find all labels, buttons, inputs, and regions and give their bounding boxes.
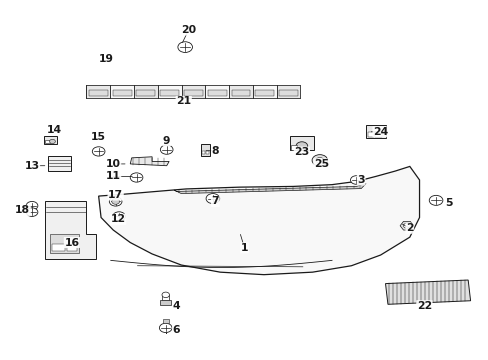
Bar xyxy=(205,151,208,154)
Bar xyxy=(48,156,71,171)
Text: 3: 3 xyxy=(357,175,364,185)
Bar xyxy=(160,90,179,96)
Text: 24: 24 xyxy=(372,127,387,137)
Text: 18: 18 xyxy=(15,205,30,215)
Text: 25: 25 xyxy=(313,159,328,169)
Circle shape xyxy=(311,155,327,166)
Text: 8: 8 xyxy=(211,146,219,156)
Bar xyxy=(207,90,226,96)
Text: 21: 21 xyxy=(176,96,191,107)
Polygon shape xyxy=(45,202,96,258)
Polygon shape xyxy=(385,280,469,304)
Text: 14: 14 xyxy=(46,125,61,135)
Bar xyxy=(160,300,171,305)
Text: 19: 19 xyxy=(98,54,113,64)
Circle shape xyxy=(130,173,142,182)
Text: 10: 10 xyxy=(105,159,121,169)
Text: 16: 16 xyxy=(64,238,79,248)
Text: 23: 23 xyxy=(294,147,309,157)
Polygon shape xyxy=(130,157,169,166)
Text: 17: 17 xyxy=(108,190,123,200)
Polygon shape xyxy=(205,85,229,98)
Circle shape xyxy=(49,139,55,144)
Bar xyxy=(112,90,131,96)
Bar xyxy=(290,145,297,150)
Circle shape xyxy=(26,202,38,210)
Circle shape xyxy=(26,208,38,216)
Text: 2: 2 xyxy=(405,223,413,233)
Text: 1: 1 xyxy=(240,243,248,253)
Text: 13: 13 xyxy=(24,161,40,171)
Bar xyxy=(201,151,204,154)
Circle shape xyxy=(162,292,169,298)
Polygon shape xyxy=(134,85,158,98)
Bar xyxy=(279,90,297,96)
Circle shape xyxy=(109,197,122,206)
Text: 11: 11 xyxy=(105,171,121,181)
Text: 20: 20 xyxy=(181,25,196,35)
Circle shape xyxy=(178,42,192,53)
Circle shape xyxy=(315,157,323,163)
Polygon shape xyxy=(229,85,252,98)
Polygon shape xyxy=(86,85,110,98)
Circle shape xyxy=(403,223,409,228)
Bar xyxy=(201,144,210,156)
Circle shape xyxy=(112,199,119,204)
Bar xyxy=(367,132,373,137)
Bar xyxy=(162,295,169,300)
Bar xyxy=(67,244,77,251)
Bar xyxy=(289,136,313,150)
Polygon shape xyxy=(252,85,276,98)
Bar xyxy=(50,234,79,253)
Text: 22: 22 xyxy=(416,301,431,311)
Bar xyxy=(231,90,250,96)
Bar xyxy=(255,90,274,96)
Text: 7: 7 xyxy=(211,197,219,206)
Text: 5: 5 xyxy=(444,198,451,208)
Bar xyxy=(374,132,381,137)
Bar xyxy=(43,136,57,144)
Bar xyxy=(163,319,168,323)
Polygon shape xyxy=(110,85,134,98)
Text: 9: 9 xyxy=(163,136,170,146)
Circle shape xyxy=(160,145,173,154)
Text: 4: 4 xyxy=(172,301,180,311)
Bar xyxy=(183,90,203,96)
Bar xyxy=(52,244,64,251)
Bar xyxy=(366,125,385,138)
Text: 6: 6 xyxy=(172,325,180,335)
Polygon shape xyxy=(399,221,413,230)
Text: 15: 15 xyxy=(91,132,106,142)
Circle shape xyxy=(295,142,307,150)
Circle shape xyxy=(113,212,125,221)
Bar xyxy=(136,90,155,96)
Bar xyxy=(45,140,50,143)
Circle shape xyxy=(350,176,362,184)
Circle shape xyxy=(92,147,105,156)
Circle shape xyxy=(205,194,219,203)
Polygon shape xyxy=(276,85,300,98)
Text: 12: 12 xyxy=(110,214,125,224)
Polygon shape xyxy=(181,85,205,98)
Polygon shape xyxy=(158,85,181,98)
Polygon shape xyxy=(99,166,419,275)
Polygon shape xyxy=(174,184,366,194)
Bar xyxy=(89,90,107,96)
Circle shape xyxy=(428,195,442,205)
Circle shape xyxy=(159,323,172,333)
Polygon shape xyxy=(86,85,300,98)
